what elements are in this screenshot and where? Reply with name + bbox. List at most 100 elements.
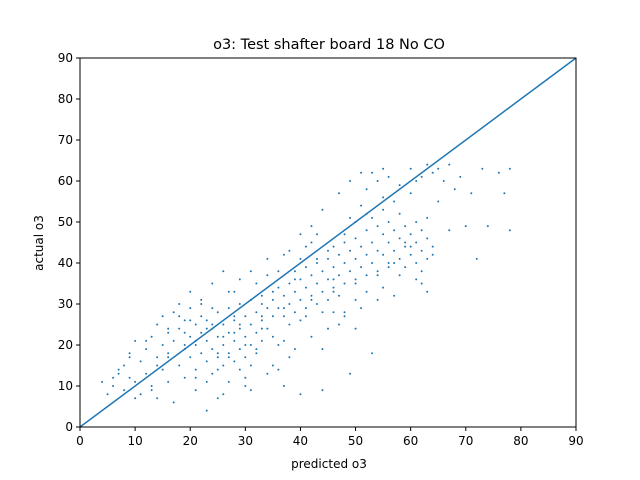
data-point (238, 348, 241, 351)
data-point (194, 376, 197, 379)
data-point (216, 352, 219, 355)
data-point (178, 315, 181, 318)
data-point (315, 262, 318, 264)
data-point (338, 274, 341, 277)
y-tick-label: 60 (58, 174, 73, 188)
data-point (349, 270, 352, 273)
data-point (150, 335, 153, 338)
y-tick-label: 50 (58, 215, 73, 229)
data-point (365, 229, 368, 232)
data-point (233, 319, 236, 322)
y-axis: 0 10 20 30 40 50 60 70 80 90 (58, 51, 80, 434)
data-point (101, 380, 104, 383)
data-point (404, 266, 407, 269)
data-point (134, 397, 137, 400)
data-point (426, 290, 429, 293)
data-point (360, 171, 363, 174)
data-point (349, 372, 352, 375)
data-point (304, 266, 307, 269)
data-point (271, 364, 274, 367)
data-point (415, 262, 418, 264)
data-point (365, 188, 368, 191)
data-point (277, 368, 280, 371)
data-point (200, 315, 203, 318)
x-tick-label: 10 (127, 434, 142, 448)
y-tick-label: 10 (58, 379, 73, 393)
data-point (393, 294, 396, 297)
data-point (343, 315, 346, 318)
data-point (139, 393, 142, 396)
data-point (128, 352, 131, 355)
data-point (426, 216, 429, 219)
data-point (293, 311, 296, 314)
data-point (310, 335, 313, 338)
data-point (288, 356, 291, 359)
data-point (150, 385, 153, 387)
data-point (255, 282, 258, 285)
data-point (387, 266, 390, 269)
data-point (189, 335, 192, 338)
data-point (178, 303, 181, 305)
data-point (354, 282, 357, 285)
data-point (227, 290, 230, 293)
data-point (216, 356, 219, 359)
data-point (123, 389, 126, 392)
data-point (354, 327, 357, 330)
data-point (393, 200, 396, 203)
data-point (255, 331, 258, 334)
data-point (332, 286, 335, 289)
data-point (310, 241, 313, 244)
data-point (227, 352, 230, 355)
data-point (266, 274, 269, 277)
data-point (420, 249, 423, 252)
data-point (343, 241, 346, 244)
data-point (437, 200, 440, 203)
x-axis-label: predicted o3 (291, 457, 367, 471)
data-point (304, 245, 307, 248)
data-point (134, 339, 137, 342)
data-point (178, 364, 181, 367)
data-point (409, 192, 412, 195)
data-point (448, 229, 451, 232)
data-point (222, 323, 225, 326)
data-point (404, 245, 407, 248)
data-point (282, 253, 285, 256)
data-point (161, 368, 164, 371)
x-tick-label: 60 (403, 434, 418, 448)
y-axis-label: actual o3 (32, 215, 46, 271)
data-point (475, 257, 478, 260)
data-point (387, 175, 390, 178)
data-point (437, 167, 440, 170)
data-point (343, 262, 346, 264)
data-point (271, 290, 274, 293)
data-point (387, 221, 390, 223)
data-point (172, 339, 175, 342)
data-point (431, 253, 434, 256)
data-point (299, 278, 302, 281)
data-point (172, 311, 175, 314)
data-point (244, 356, 247, 359)
data-point (244, 385, 247, 387)
data-point (376, 298, 379, 301)
data-point (112, 376, 115, 379)
data-point (354, 257, 357, 260)
data-point (249, 270, 252, 273)
data-point (299, 257, 302, 260)
data-point (426, 237, 429, 240)
data-point (327, 257, 329, 260)
data-point (227, 380, 230, 383)
data-point (304, 286, 307, 289)
data-point (393, 249, 396, 252)
data-point (470, 192, 473, 195)
data-point (156, 397, 159, 400)
data-point (288, 303, 291, 305)
data-point (376, 180, 379, 182)
y-tick-label: 90 (58, 51, 73, 65)
data-point (227, 307, 230, 310)
data-point (371, 241, 374, 244)
data-point (409, 167, 412, 170)
data-point (293, 290, 296, 293)
data-point (349, 249, 352, 252)
data-point (244, 335, 247, 338)
y-tick-label: 20 (58, 338, 73, 352)
